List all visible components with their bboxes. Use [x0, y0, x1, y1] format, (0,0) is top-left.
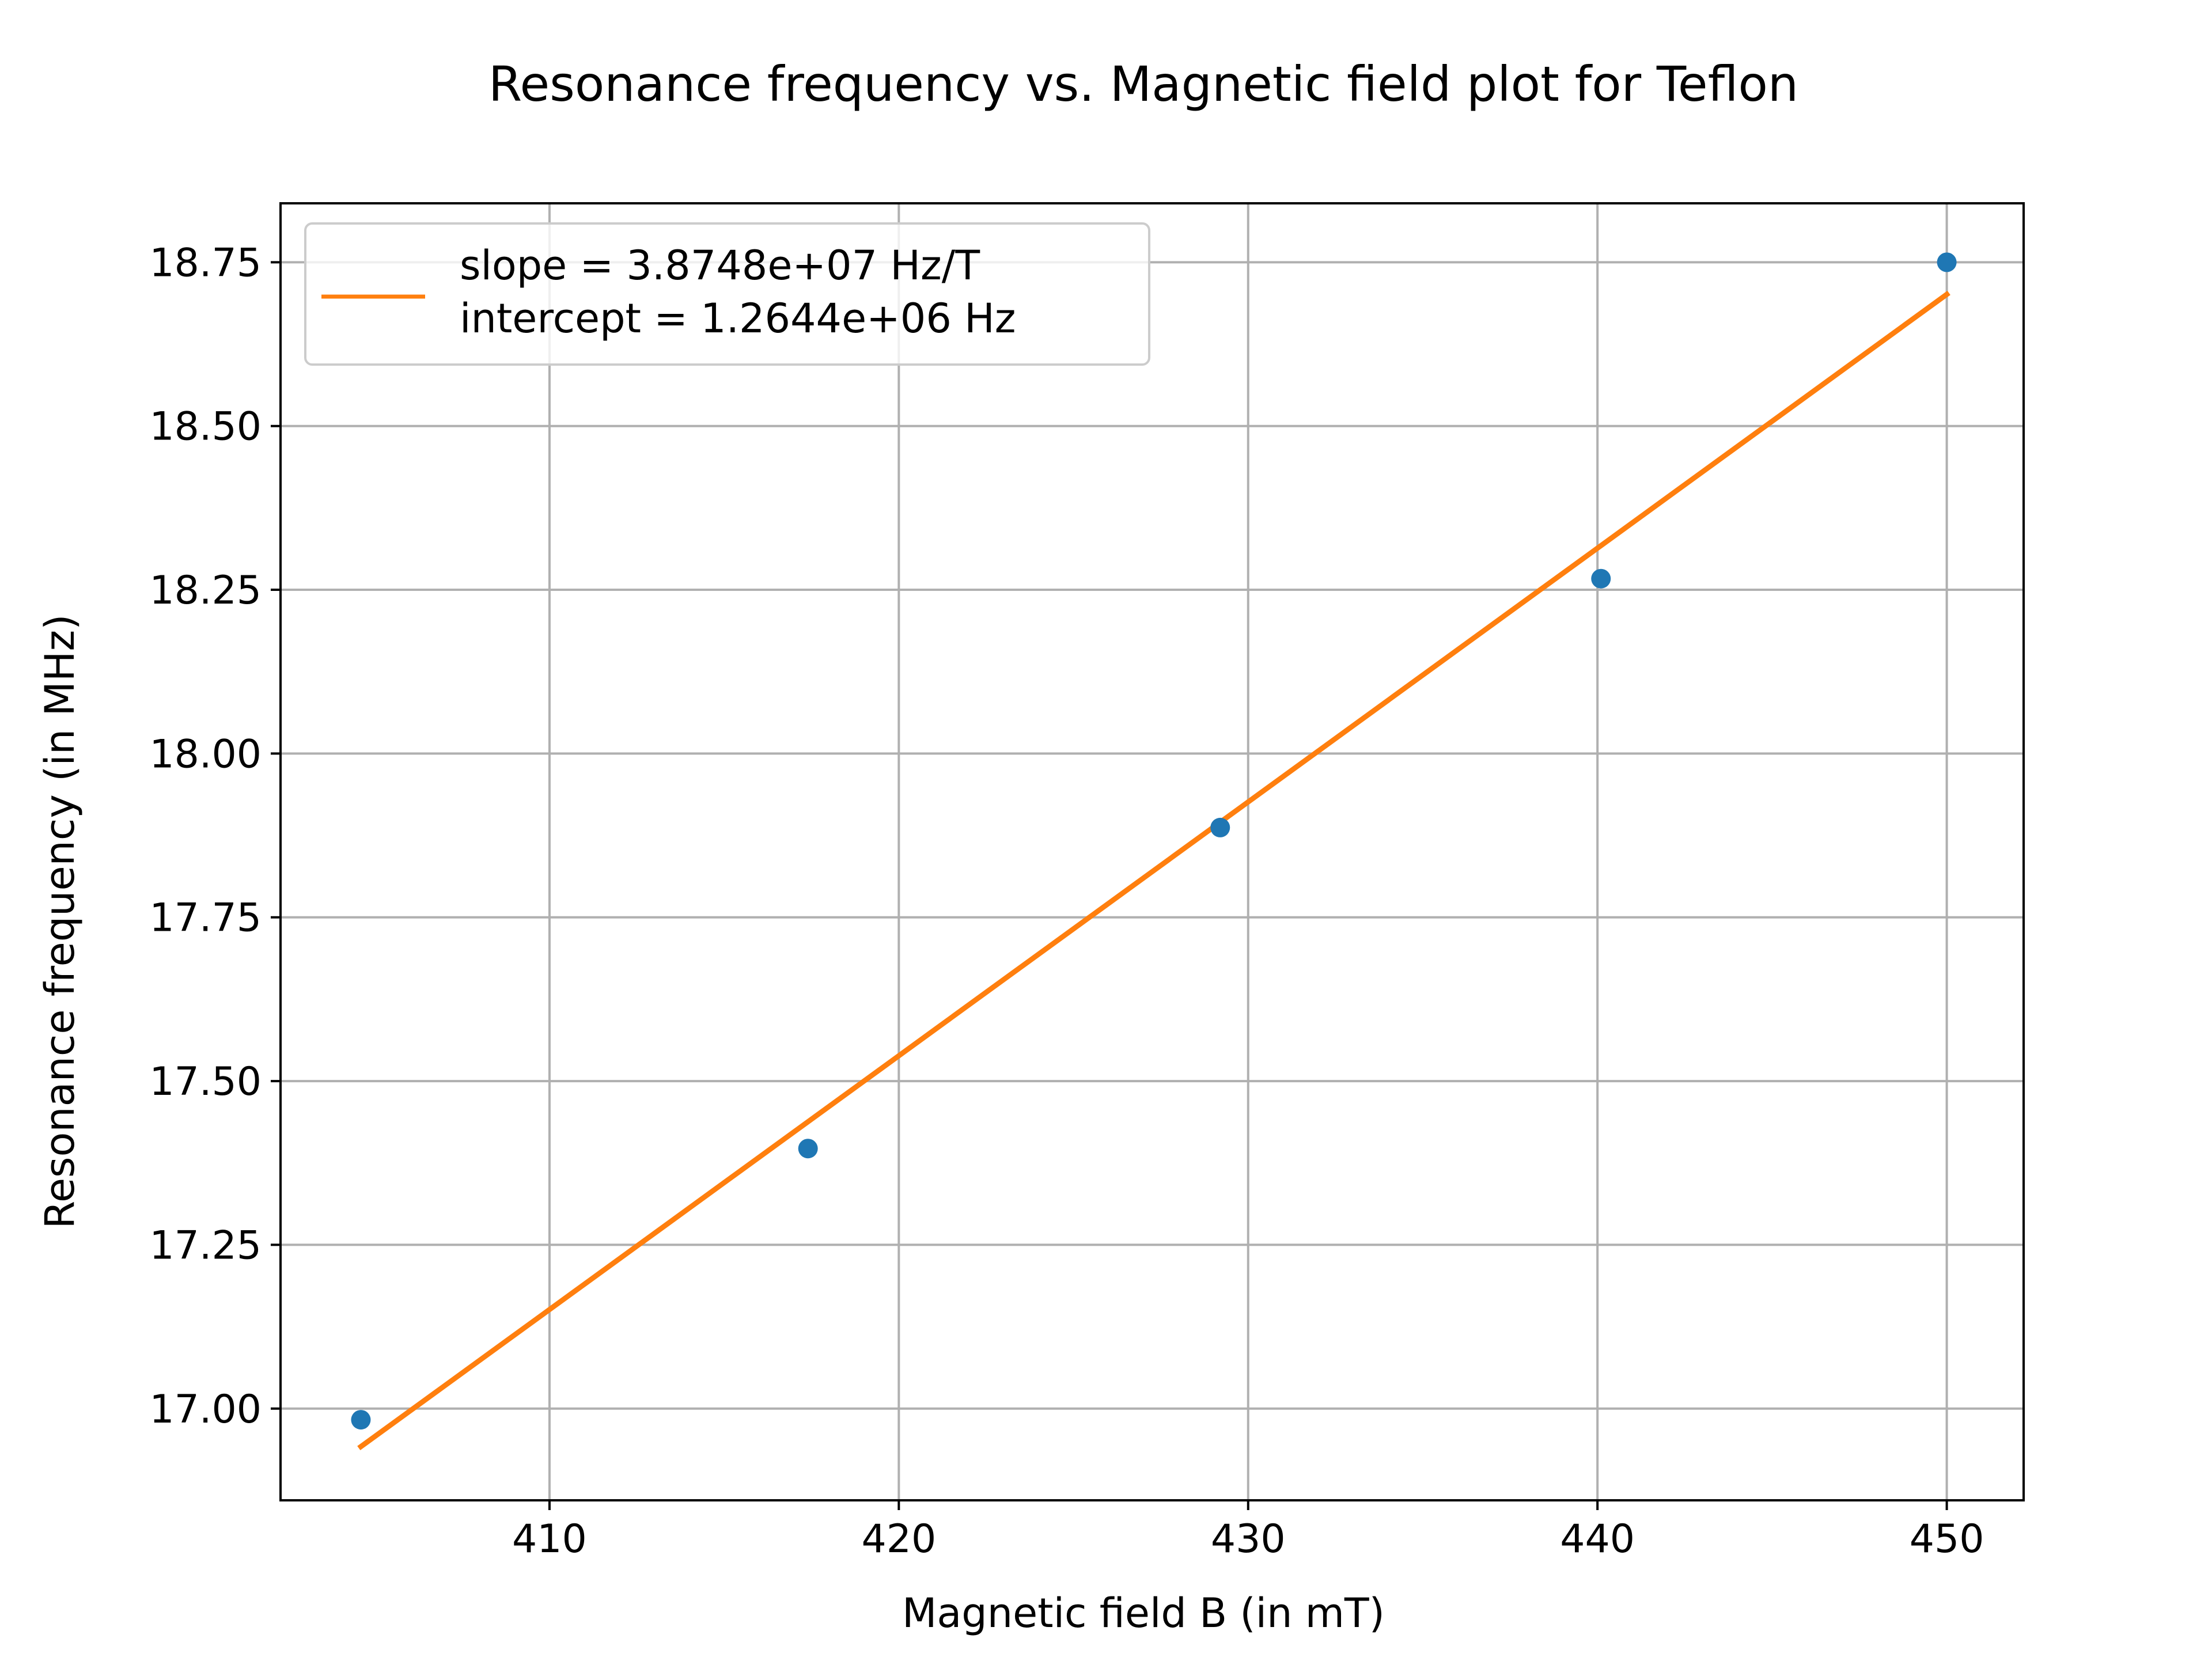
y-axis-label: Resonance frequency (in MHz) [36, 614, 84, 1228]
legend-slope-text: slope = 3.8748e+07 Hz/T [460, 242, 980, 289]
x-axis-label: Magnetic field B (in mT) [902, 1590, 1385, 1637]
data-point [1591, 568, 1611, 589]
grid-layer [281, 203, 2024, 1500]
y-tick-label-18.50: 18.50 [149, 404, 262, 450]
legend: slope = 3.8748e+07 Hz/T intercept = 1.26… [304, 222, 1150, 366]
x-tick-label-450: 450 [1910, 1516, 1984, 1562]
data-point [1210, 817, 1230, 837]
y-tick-label-18.00: 18.00 [149, 731, 262, 777]
y-tick-label-17.00: 17.00 [149, 1387, 262, 1432]
data-point [351, 1410, 371, 1430]
chart-title: Resonance frequency vs. Magnetic field p… [488, 56, 1798, 112]
legend-intercept-text: intercept = 1.2644e+06 Hz [460, 295, 1016, 342]
x-tick-label-420: 420 [861, 1516, 936, 1562]
y-tick-label-17.50: 17.50 [149, 1059, 262, 1105]
legend-box [304, 222, 1150, 366]
x-tick-label-430: 430 [1211, 1516, 1286, 1562]
y-tick-label-17.75: 17.75 [149, 896, 262, 941]
y-tick-label-18.25: 18.25 [149, 568, 262, 613]
plot-frame [279, 202, 2025, 1501]
data-points-layer [351, 252, 1957, 1430]
y-axis-ticks: 17.00 17.25 17.50 17.75 18.00 18.25 18.50 18.75 [149, 240, 281, 1432]
data-point [1937, 252, 1957, 272]
fit-line [357, 290, 1950, 1451]
y-tick-label-18.75: 18.75 [149, 240, 262, 286]
y-tick-label-17.25: 17.25 [149, 1223, 262, 1268]
fit-line-layer [357, 290, 1950, 1451]
data-point [798, 1139, 818, 1159]
x-axis-ticks: 410 420 430 440 450 [512, 1500, 1984, 1562]
x-tick-label-410: 410 [512, 1516, 587, 1562]
x-tick-label-440: 440 [1560, 1516, 1635, 1562]
